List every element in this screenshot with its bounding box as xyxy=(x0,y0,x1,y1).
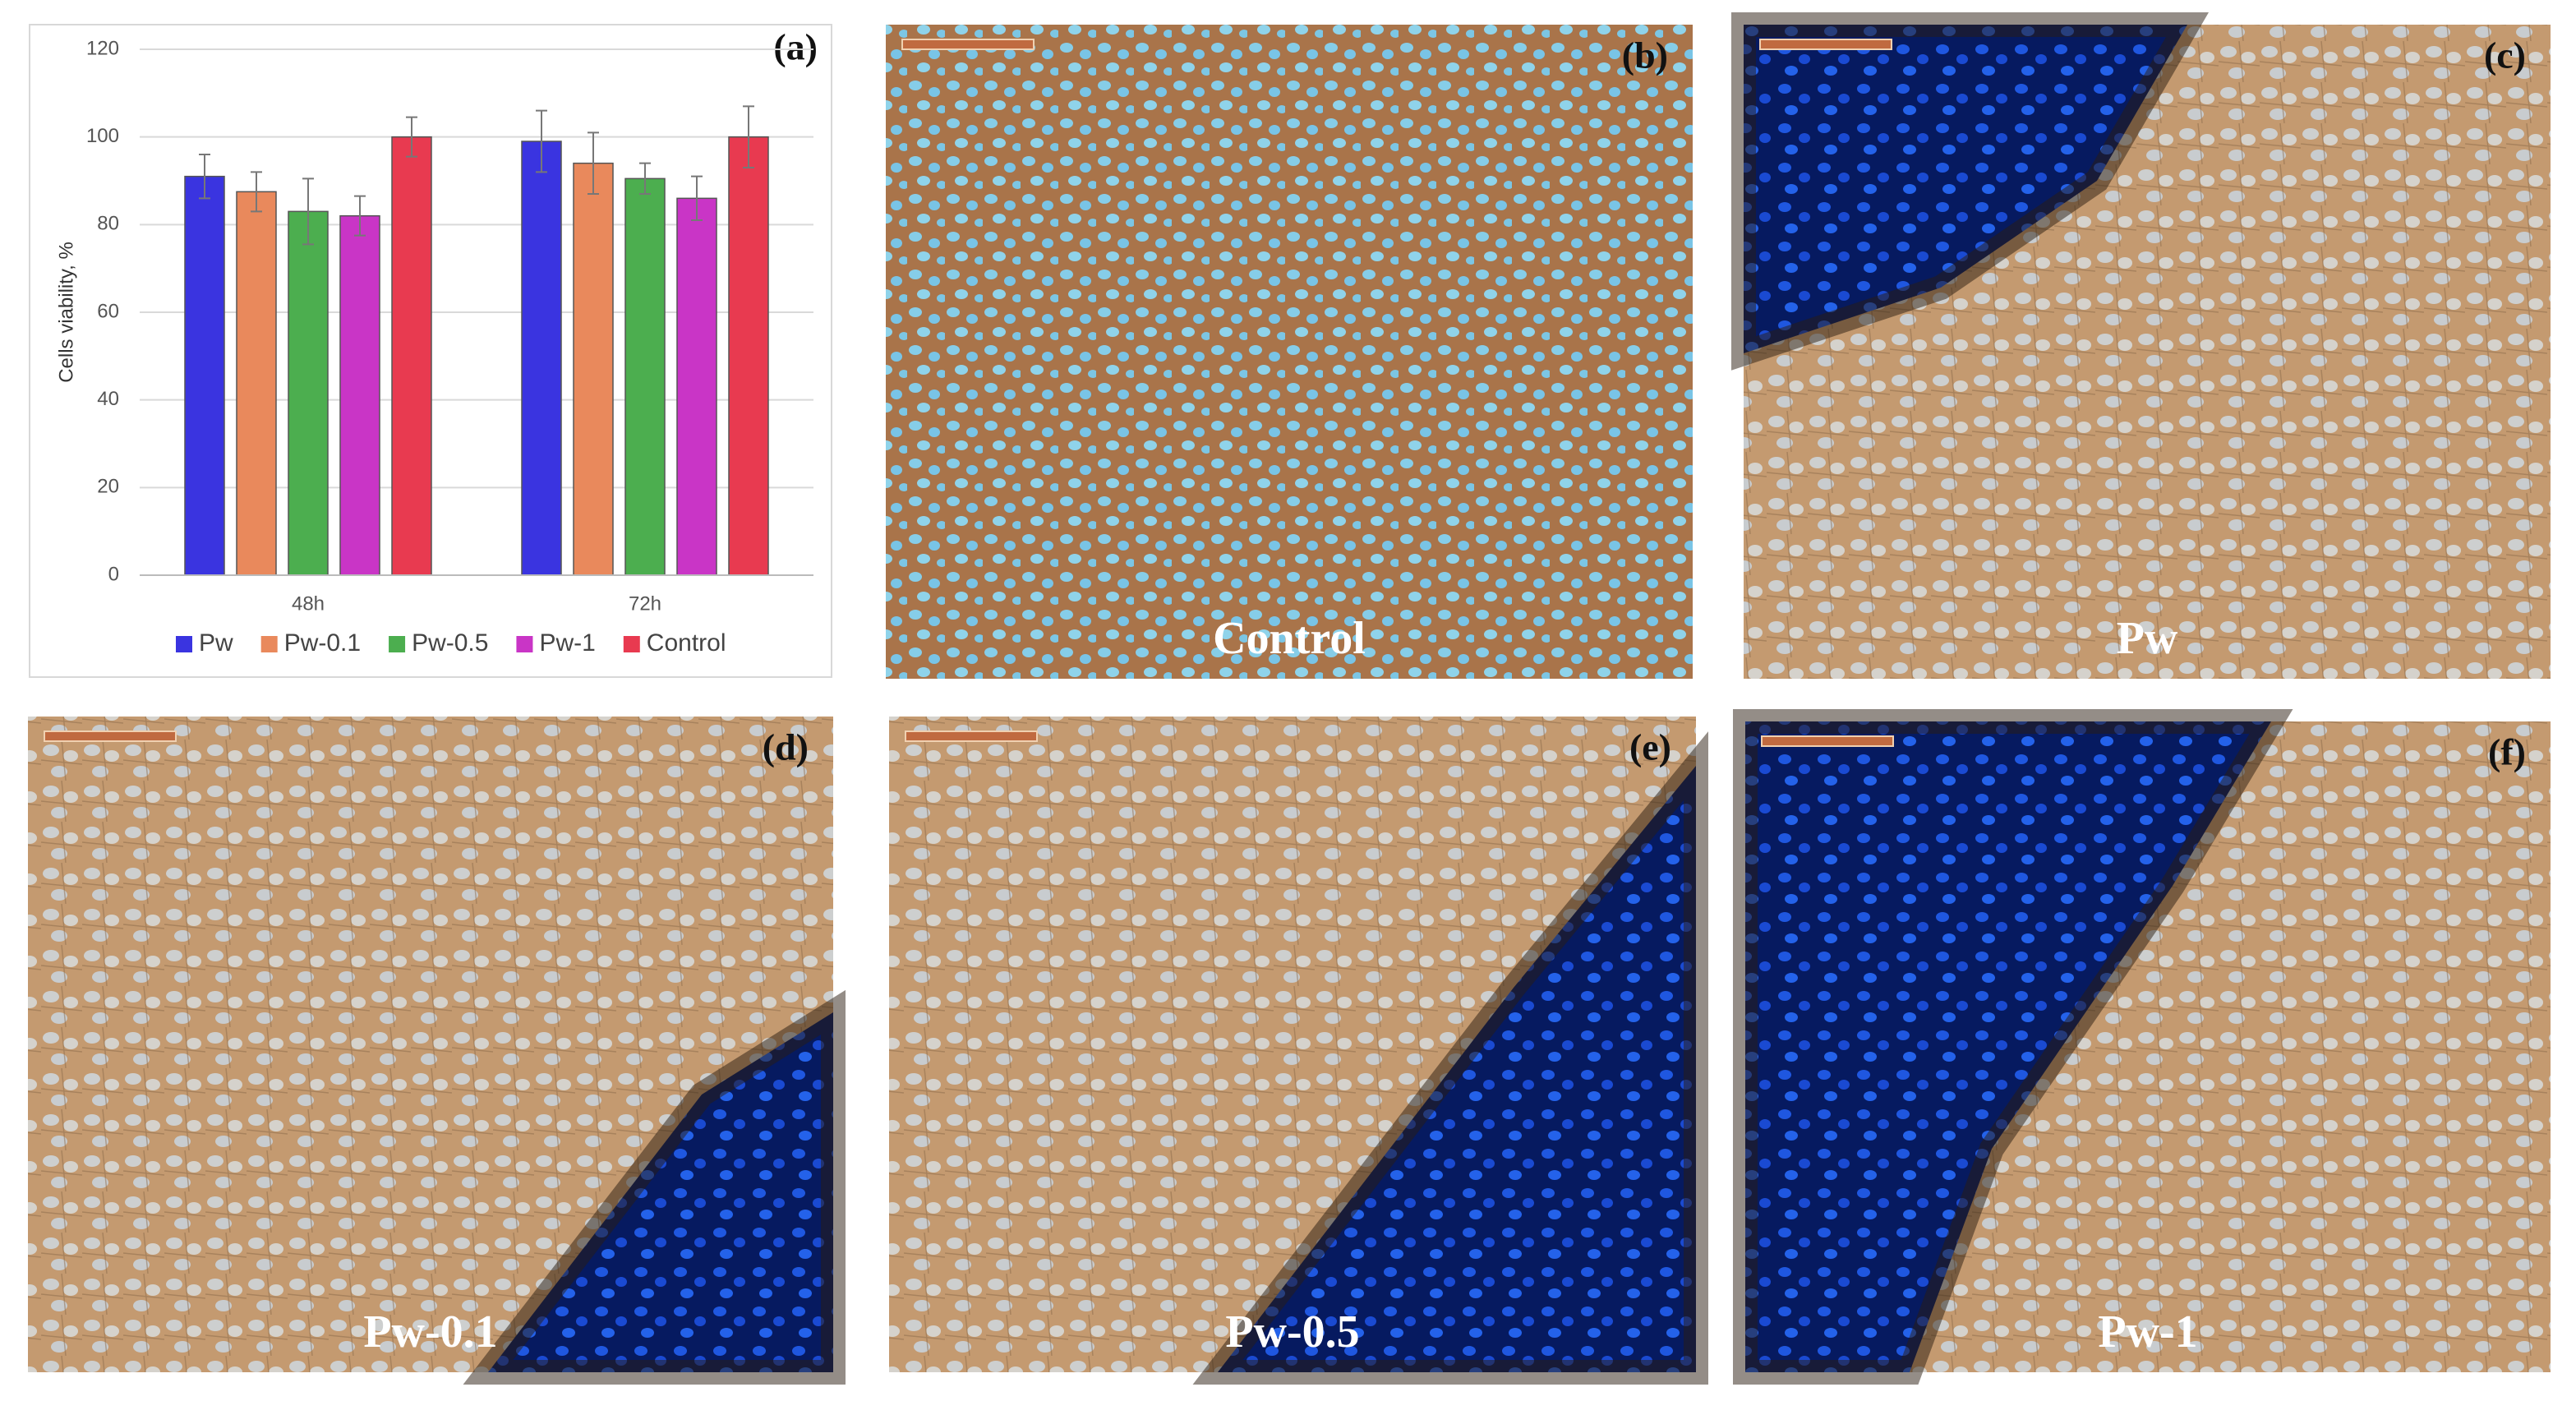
y-tick-label: 20 xyxy=(97,476,119,498)
panel-label: (b) xyxy=(1622,35,1668,76)
scale-bar xyxy=(901,39,1035,50)
y-tick-label: 100 xyxy=(86,125,119,147)
error-bar xyxy=(199,154,210,200)
legend-label: Control xyxy=(647,629,726,657)
legend-swatch xyxy=(260,636,278,652)
x-tick-label: 72h xyxy=(629,592,661,615)
y-tick-label: 60 xyxy=(97,300,119,322)
fluorescent-region xyxy=(1731,12,2210,371)
legend-swatch xyxy=(389,636,406,652)
legend-label: Pw-0.1 xyxy=(284,629,361,657)
scale-bar xyxy=(1759,39,1892,50)
legend-swatch xyxy=(176,636,192,652)
bar xyxy=(288,210,329,576)
panel-label: (c) xyxy=(2484,35,2526,76)
bar xyxy=(676,197,717,576)
y-tick-label: 80 xyxy=(97,213,119,235)
panel-label: (e) xyxy=(1629,726,1671,768)
fluorescent-region xyxy=(1733,709,2293,1385)
y-tick-label: 120 xyxy=(86,37,119,59)
fluorescent-region xyxy=(463,989,846,1385)
bar xyxy=(624,177,666,576)
chart: (a) Cells viability, % 0 20 40 60 80 100 120 48h 7… xyxy=(55,26,818,657)
error-bar xyxy=(406,116,417,158)
error-bar xyxy=(691,175,703,221)
panel-caption: Pw xyxy=(2117,613,2178,664)
error-bar xyxy=(302,177,314,246)
micrograph: (c) Pw xyxy=(1731,12,2551,679)
legend-swatch xyxy=(516,636,533,652)
error-bar xyxy=(639,162,651,195)
scale-bar xyxy=(1761,735,1894,747)
micrograph: (f) Pw-1 xyxy=(1733,709,2551,1385)
error-bar xyxy=(536,109,547,173)
legend-label: Pw-1 xyxy=(539,629,595,657)
micrograph: (d) Pw-0.1 xyxy=(28,717,846,1385)
bar xyxy=(521,141,562,576)
panel-label: (d) xyxy=(763,726,809,768)
bar xyxy=(184,175,225,576)
micrograph: (e) Pw-0.5 xyxy=(889,717,1708,1385)
error-bar xyxy=(354,195,366,237)
y-tick-label: 0 xyxy=(108,563,119,585)
bar xyxy=(236,191,277,576)
scale-bar xyxy=(44,730,177,742)
cell-texture xyxy=(886,25,1693,679)
y-axis-label: Cells viability, % xyxy=(55,242,77,383)
micrograph: (b) Control xyxy=(886,25,1693,679)
panel-caption: Control xyxy=(1213,613,1366,664)
micrographs: (b) Control (c) Pw (d) Pw-0.1 (e) Pw-0.5 (f) Pw-1 xyxy=(28,12,2551,1385)
x-tick-label: 48h xyxy=(292,592,325,615)
bar xyxy=(391,136,432,576)
legend-swatch xyxy=(623,636,640,652)
legend-label: Pw xyxy=(199,629,233,657)
bar xyxy=(339,214,380,576)
y-tick-label: 40 xyxy=(97,388,119,410)
bar xyxy=(728,136,769,576)
bar xyxy=(573,162,614,576)
panel-caption: Pw-1 xyxy=(2098,1307,2197,1357)
panel-caption: Pw-0.1 xyxy=(363,1307,497,1357)
scale-bar xyxy=(905,730,1038,742)
fluorescent-region xyxy=(1192,731,1708,1385)
panel-label: (f) xyxy=(2488,731,2526,773)
legend-label: Pw-0.5 xyxy=(412,629,488,657)
panel-label: (a) xyxy=(773,26,818,68)
error-bar xyxy=(588,131,599,195)
error-bar xyxy=(743,105,754,168)
error-bar xyxy=(251,171,262,213)
panel-caption: Pw-0.5 xyxy=(1225,1307,1359,1357)
